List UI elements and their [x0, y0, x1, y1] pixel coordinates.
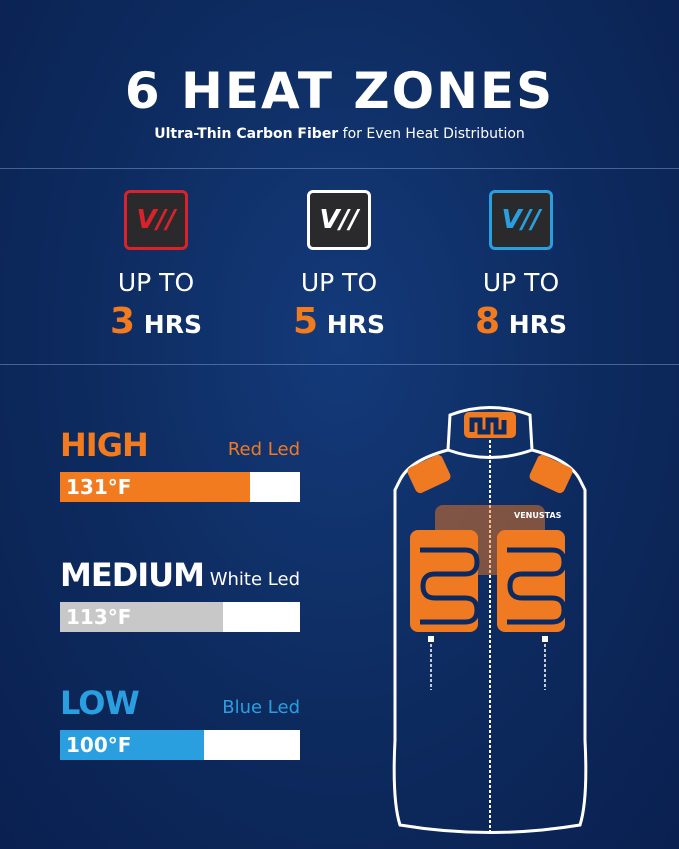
left-chest-heating-pad — [410, 530, 478, 632]
heated-vest-illustration: VENUSTAS — [392, 406, 588, 835]
page-title: 6 HEAT ZONES — [124, 62, 555, 120]
level-high: HIGH Red Led 131°F — [60, 424, 300, 502]
divider — [0, 168, 679, 169]
hours-unit: HRS — [318, 310, 385, 339]
up-to-label: UP TO — [117, 268, 195, 297]
hours-label: 3 HRS — [66, 301, 246, 342]
level-name: MEDIUM — [60, 556, 205, 594]
hours-label: 8 HRS — [431, 301, 611, 342]
hours-value: 3 — [110, 301, 136, 342]
led-label: Red Led — [227, 439, 300, 460]
up-to-label: UP TO — [482, 268, 560, 297]
level-name: HIGH — [60, 426, 149, 464]
subtitle: Ultra-Thin Carbon Fiber for Even Heat Di… — [0, 126, 679, 142]
hours-value: 5 — [293, 301, 319, 342]
left-shoulder-heating-pad — [407, 454, 451, 494]
temperature-bar: 100°F — [60, 730, 300, 760]
blue-led-logo-icon: V// — [489, 190, 553, 250]
temperature-bar-fill — [60, 730, 204, 760]
subtitle-rest: for Even Heat Distribution — [338, 126, 525, 142]
temperature-bar: 131°F — [60, 472, 300, 502]
up-to-label: UP TO — [300, 268, 378, 297]
mode-medium-runtime: V// UP TO 5 HRS — [249, 190, 429, 342]
mode-high-runtime: V// UP TO 3 HRS — [66, 190, 246, 342]
temperature-value: 131°F — [66, 475, 132, 499]
temperature-value: 113°F — [66, 605, 132, 629]
subtitle-bold: Ultra-Thin Carbon Fiber — [154, 126, 339, 142]
hours-unit: HRS — [500, 310, 567, 339]
temperature-value: 100°F — [66, 733, 132, 757]
brand-logo: VENUSTAS — [514, 511, 562, 520]
temperature-bar-fill — [60, 472, 250, 502]
led-label: White Led — [209, 569, 300, 590]
hours-value: 8 — [475, 301, 501, 342]
mode-low-runtime: V// UP TO 8 HRS — [431, 190, 611, 342]
level-low: LOW Blue Led 100°F — [60, 682, 300, 760]
level-name: LOW — [60, 684, 140, 722]
temperature-bar-fill — [60, 602, 224, 632]
white-led-logo-icon: V// — [307, 190, 371, 250]
right-shoulder-heating-pad — [529, 454, 573, 494]
led-label: Blue Led — [222, 697, 300, 718]
hours-unit: HRS — [135, 310, 202, 339]
temperature-bar: 113°F — [60, 602, 300, 632]
level-medium: MEDIUM White Led 113°F — [60, 554, 300, 632]
hours-label: 5 HRS — [249, 301, 429, 342]
red-led-logo-icon: V// — [124, 190, 188, 250]
right-chest-heating-pad — [497, 530, 565, 632]
divider — [0, 364, 679, 365]
